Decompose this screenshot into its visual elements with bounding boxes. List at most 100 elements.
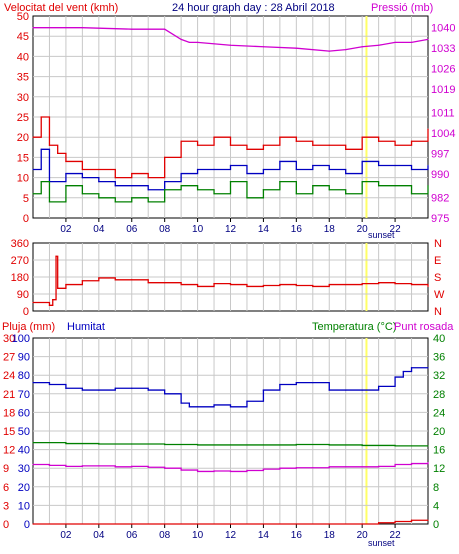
data-point bbox=[180, 140, 182, 142]
data-point bbox=[229, 406, 232, 408]
data-point bbox=[164, 467, 166, 469]
data-point bbox=[57, 152, 59, 154]
x-tick-label: 12 bbox=[225, 224, 237, 235]
data-point bbox=[279, 136, 281, 138]
data-point bbox=[312, 185, 314, 187]
y-tick-label-right: 40 bbox=[433, 333, 445, 345]
data-point bbox=[98, 389, 100, 391]
y-tick-label-right: 28 bbox=[433, 389, 445, 401]
y-tick-label-left: 15 bbox=[17, 152, 29, 164]
y-tick-label-humidity: 30 bbox=[18, 463, 30, 475]
y-tick-label-right: 16 bbox=[433, 445, 445, 457]
data-point bbox=[246, 197, 248, 199]
data-point bbox=[427, 462, 429, 464]
data-point bbox=[48, 464, 51, 467]
data-point bbox=[328, 168, 330, 171]
y-tick-label-rain: 9 bbox=[3, 463, 9, 475]
data-point bbox=[410, 283, 413, 286]
y-tick-label-right: N bbox=[434, 306, 442, 318]
y-tick-label-right: 12 bbox=[433, 463, 445, 475]
data-point bbox=[345, 389, 347, 391]
y-tick-label-left: 30 bbox=[17, 92, 29, 104]
data-point bbox=[279, 160, 281, 163]
data-point bbox=[81, 465, 83, 467]
x-tick-label: 08 bbox=[159, 530, 171, 541]
data-point bbox=[48, 383, 51, 386]
dew-point-title: Punt rosada bbox=[394, 321, 454, 333]
x-tick-label: 20 bbox=[357, 530, 369, 541]
y-tick-label-right: 990 bbox=[431, 169, 449, 181]
data-point bbox=[98, 443, 100, 445]
data-point bbox=[131, 172, 133, 175]
data-point bbox=[427, 164, 429, 167]
data-point bbox=[98, 197, 100, 199]
data-point bbox=[164, 443, 166, 446]
data-point bbox=[427, 128, 429, 130]
x-tick-label: 16 bbox=[291, 224, 303, 235]
data-point bbox=[164, 282, 166, 284]
y-tick-label-right: 1033 bbox=[431, 43, 455, 55]
y-tick-label-right: S bbox=[434, 272, 441, 284]
data-point bbox=[394, 164, 396, 167]
data-point bbox=[246, 285, 248, 288]
data-point bbox=[131, 387, 133, 389]
y-tick-label-right: N bbox=[434, 238, 442, 250]
y-tick-label-left: 50 bbox=[17, 11, 29, 23]
data-point bbox=[48, 144, 51, 146]
y-tick-label-right: 32 bbox=[433, 370, 445, 382]
x-tick-label: 06 bbox=[126, 530, 138, 541]
data-point bbox=[410, 41, 413, 43]
data-point bbox=[345, 49, 347, 51]
data-point bbox=[196, 168, 199, 171]
y-tick-label-left: 0 bbox=[23, 306, 29, 318]
y-tick-label-humidity: 20 bbox=[18, 482, 30, 494]
data-point bbox=[213, 470, 215, 472]
data-point bbox=[229, 181, 232, 183]
data-point bbox=[131, 185, 133, 187]
data-point bbox=[52, 299, 54, 301]
data-point bbox=[164, 156, 166, 158]
data-point bbox=[98, 168, 100, 171]
data-point bbox=[262, 168, 265, 171]
y-tick-label-right: 1019 bbox=[431, 84, 455, 96]
data-point bbox=[295, 193, 297, 195]
humidity-title: Humitat bbox=[67, 321, 105, 333]
x-tick-label: 10 bbox=[192, 224, 204, 235]
data-point bbox=[361, 389, 363, 391]
y-tick-label-humidity: 80 bbox=[18, 370, 30, 382]
data-point bbox=[394, 185, 396, 187]
y-tick-label-rain: 27 bbox=[3, 352, 15, 364]
data-point bbox=[394, 445, 396, 447]
y-tick-label-left: 5 bbox=[23, 193, 29, 205]
data-point bbox=[98, 465, 100, 467]
data-point bbox=[131, 465, 133, 467]
data-point bbox=[196, 41, 199, 43]
data-point bbox=[229, 164, 232, 167]
data-point bbox=[312, 467, 314, 469]
data-point bbox=[32, 523, 34, 525]
data-point bbox=[328, 389, 330, 391]
data-point bbox=[196, 444, 199, 446]
data-point bbox=[279, 283, 281, 286]
data-point bbox=[262, 444, 265, 446]
data-point bbox=[40, 116, 42, 118]
y-tick-label-humidity: 10 bbox=[18, 500, 30, 512]
data-point bbox=[262, 389, 265, 391]
data-point bbox=[32, 442, 34, 444]
data-point bbox=[246, 172, 248, 175]
data-point bbox=[213, 193, 215, 195]
data-point bbox=[295, 467, 297, 469]
y-tick-label-right: 1004 bbox=[431, 128, 455, 140]
y-tick-label-left: 0 bbox=[23, 213, 29, 225]
y-tick-label-rain: 30 bbox=[3, 333, 15, 345]
x-tick-label: 04 bbox=[93, 530, 105, 541]
x-tick-label: 14 bbox=[258, 224, 270, 235]
data-point bbox=[131, 197, 133, 199]
y-tick-label-rain: 3 bbox=[3, 500, 9, 512]
y-tick-label-right: E bbox=[434, 255, 441, 267]
data-point bbox=[345, 283, 347, 286]
data-point bbox=[32, 301, 34, 304]
data-point bbox=[40, 181, 42, 183]
y-tick-label-left: 10 bbox=[17, 173, 29, 185]
